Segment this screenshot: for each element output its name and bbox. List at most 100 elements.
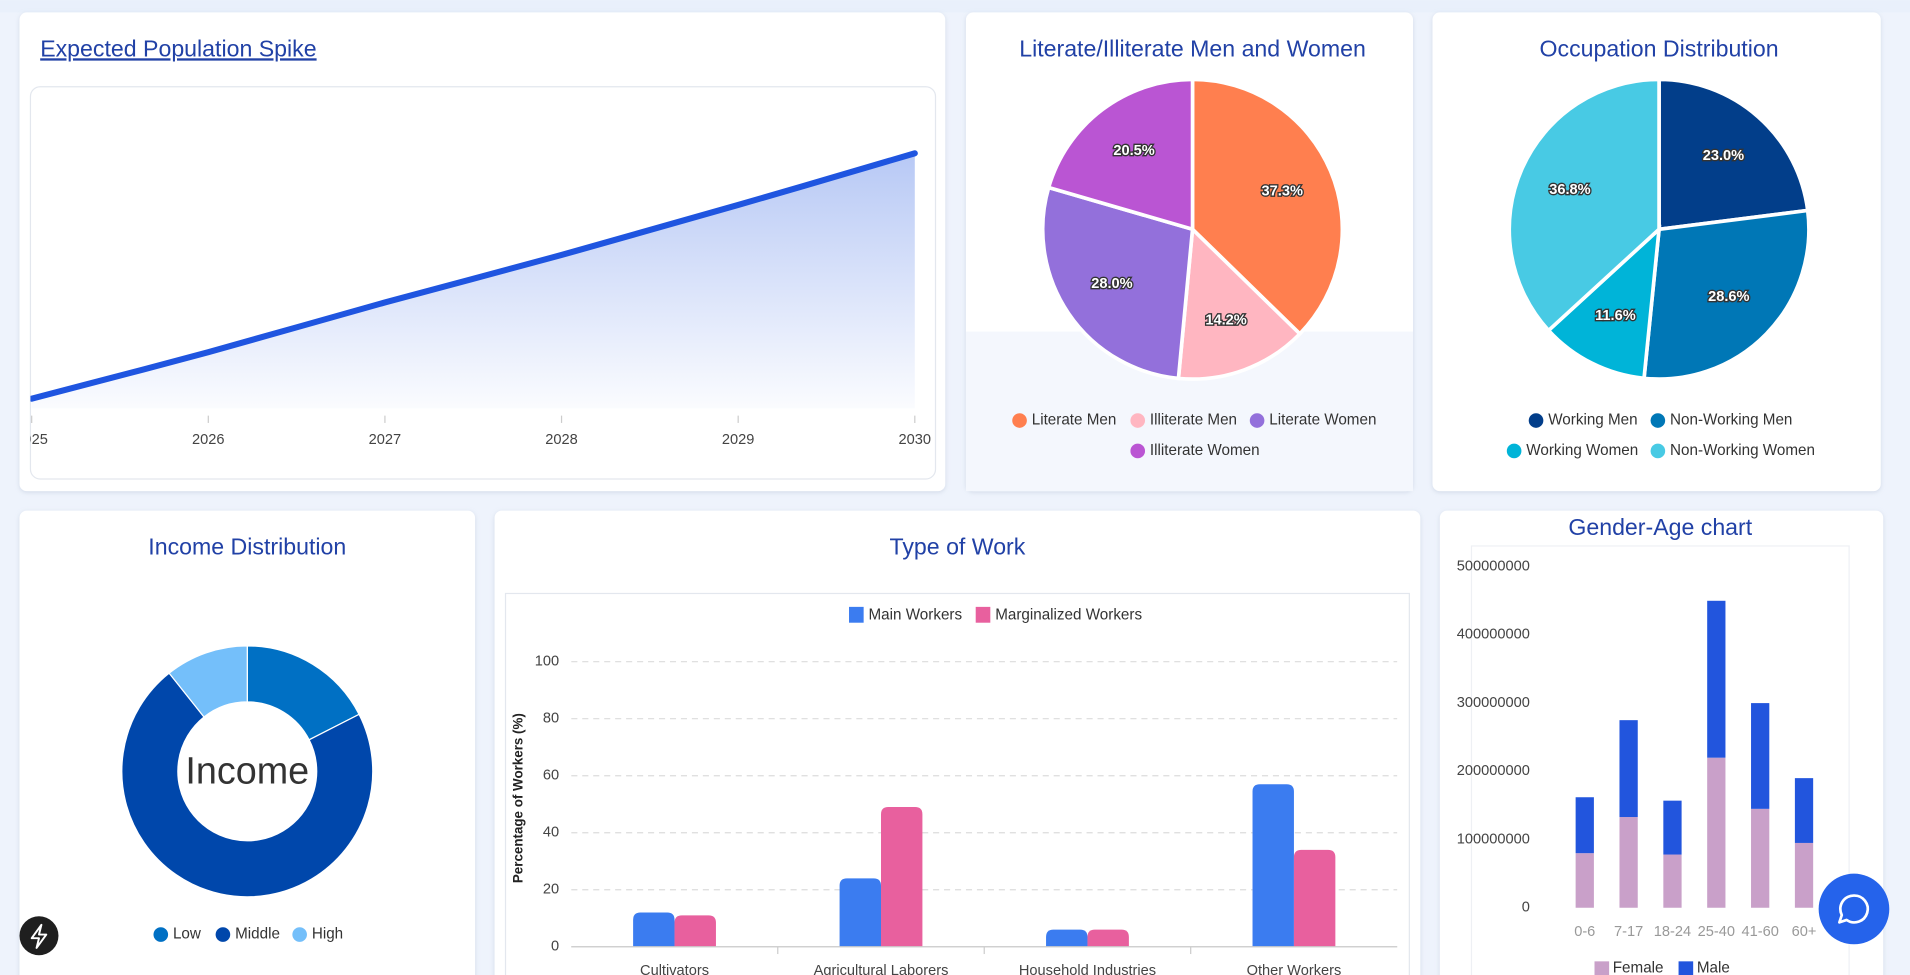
y-tick-label: 200000000 <box>1457 763 1530 779</box>
chat-button[interactable] <box>1818 873 1890 945</box>
legend-label: High <box>312 926 343 943</box>
y-tick-label: 80 <box>543 711 559 727</box>
y-tick-label: 0 <box>551 939 559 955</box>
pie-slice <box>1545 224 1662 381</box>
legend-marker <box>215 927 231 942</box>
legend-marker <box>292 927 307 942</box>
bar-segment <box>1575 797 1594 854</box>
chart-title: Type of Work <box>890 534 1026 560</box>
data-label: 23.0% <box>1703 148 1744 164</box>
x-tick-label: 18-24 <box>1654 924 1691 940</box>
data-label: 20.5% <box>1113 143 1154 159</box>
x-tick-label: Household Industries <box>1019 963 1156 975</box>
pie-slice <box>1507 77 1661 334</box>
y-tick-label: 100 <box>535 654 559 670</box>
legend-marker <box>1012 413 1027 428</box>
y-tick-label: 400000000 <box>1457 627 1530 643</box>
bar-segment <box>1751 808 1770 908</box>
legend-label: Main Workers <box>869 606 963 623</box>
legend-marker <box>1678 961 1694 975</box>
legend-marker <box>1594 961 1610 975</box>
y-tick-label: 60 <box>543 768 559 784</box>
legend-marker <box>153 927 169 942</box>
x-tick-label: 0-6 <box>1574 924 1595 940</box>
bar <box>674 915 716 947</box>
legend-label: Non-Working Women <box>1670 442 1815 459</box>
bolt-circle[interactable] <box>19 916 59 956</box>
legend-label: Illiterate Women <box>1150 442 1260 459</box>
y-tick-label: 0 <box>1522 900 1530 916</box>
bar <box>1293 849 1336 947</box>
legend-label: Literate Men <box>1032 412 1117 429</box>
chat-icon <box>1838 894 1870 924</box>
bolt-icon <box>30 923 48 949</box>
bar <box>1252 784 1294 947</box>
legend-marker <box>975 606 991 623</box>
data-label: 37.3% <box>1262 183 1303 199</box>
pie-slice <box>1046 77 1195 232</box>
pie-slice <box>1176 225 1303 381</box>
legend-label: Low <box>173 926 202 943</box>
x-tick-label: 7-17 <box>1614 924 1643 940</box>
legend-label: Working Men <box>1548 412 1637 429</box>
line <box>30 150 918 402</box>
bolt-button[interactable] <box>19 916 59 956</box>
donut-slice <box>121 672 374 898</box>
legend-marker <box>1506 443 1522 459</box>
chart-title: Occupation Distribution <box>1540 35 1779 61</box>
legend-label: Male <box>1697 960 1730 975</box>
legend-marker <box>1650 413 1666 428</box>
center-label: Income <box>185 751 309 793</box>
chart-title: Literate/Illiterate Men and Women <box>1019 35 1366 61</box>
bar-segment <box>1794 778 1814 843</box>
data-label: 28.6% <box>1708 289 1749 305</box>
pie-slice <box>1657 77 1810 232</box>
chart-frame <box>1470 545 1850 975</box>
x-tick-label: 2028 <box>545 432 578 448</box>
data-label: 11.6% <box>1595 308 1636 324</box>
pie-slice <box>1642 208 1811 381</box>
x-tick-label: 25-40 <box>1698 924 1735 940</box>
y-tick-label: 300000000 <box>1457 695 1530 711</box>
card <box>19 510 476 975</box>
x-tick-label: Cultivators <box>640 963 709 975</box>
legend-label: Middle <box>235 926 280 943</box>
data-label: 14.2% <box>1205 313 1246 329</box>
y-tick-label: 20 <box>543 882 559 898</box>
x-tick-label: 2025 <box>15 432 48 448</box>
bar-segment <box>1663 800 1682 855</box>
legend-marker <box>1130 443 1146 459</box>
bar-segment <box>1619 720 1638 818</box>
x-tick-label: Agricultural Laborers <box>814 963 949 975</box>
bar <box>880 807 923 947</box>
x-tick-label: 41-60 <box>1741 924 1778 940</box>
chart-frame <box>504 592 1410 975</box>
bar-segment <box>1619 817 1638 908</box>
bar-segment <box>1707 600 1726 758</box>
legend-marker <box>1249 413 1265 428</box>
plot: 2025 2026 2027 2028 2029 2030 <box>15 150 932 448</box>
bar-segment <box>1751 703 1770 809</box>
x-tick-label: 2030 <box>899 432 932 448</box>
legend-label: Marginalized Workers <box>995 606 1142 623</box>
donut-slice <box>168 645 248 718</box>
legend-marker <box>1528 413 1544 428</box>
x-tick-label: 2027 <box>369 432 402 448</box>
bar <box>633 912 675 947</box>
x-tick-label: 2029 <box>722 432 755 448</box>
data-label: 36.8% <box>1549 182 1590 198</box>
chart-title: Gender-Age chart <box>1568 514 1752 540</box>
assistant-button[interactable] <box>1818 873 1890 945</box>
pie-slice <box>1040 185 1195 381</box>
legend-label: Female <box>1613 960 1664 975</box>
bar <box>1087 929 1129 947</box>
legend-marker <box>849 606 864 623</box>
legend-marker <box>1650 443 1666 459</box>
legend-label: Illiterate Men <box>1150 412 1237 429</box>
bar-segment <box>1575 853 1594 908</box>
chart-title: Income Distribution <box>148 534 346 560</box>
legend-label: Working Women <box>1526 442 1638 459</box>
